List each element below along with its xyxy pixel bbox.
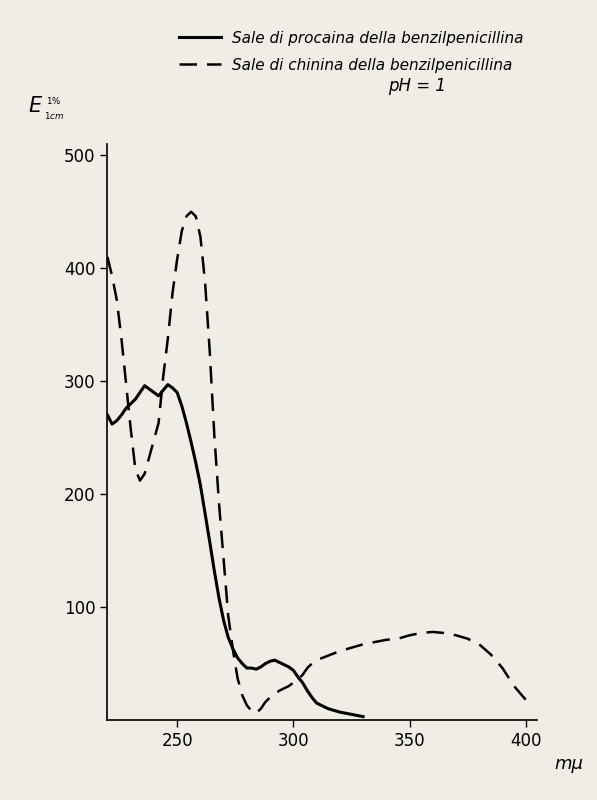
Legend: Sale di procaina della benzilpenicillina, Sale di chinina della benzilpenicillin: Sale di procaina della benzilpenicillina… <box>173 25 530 79</box>
Text: $_{1cm}$: $_{1cm}$ <box>44 109 64 122</box>
Text: $^{1\%}$: $^{1\%}$ <box>46 98 61 110</box>
Text: $E$: $E$ <box>28 96 44 116</box>
Text: mμ: mμ <box>555 754 583 773</box>
Text: pH = 1: pH = 1 <box>388 78 446 95</box>
